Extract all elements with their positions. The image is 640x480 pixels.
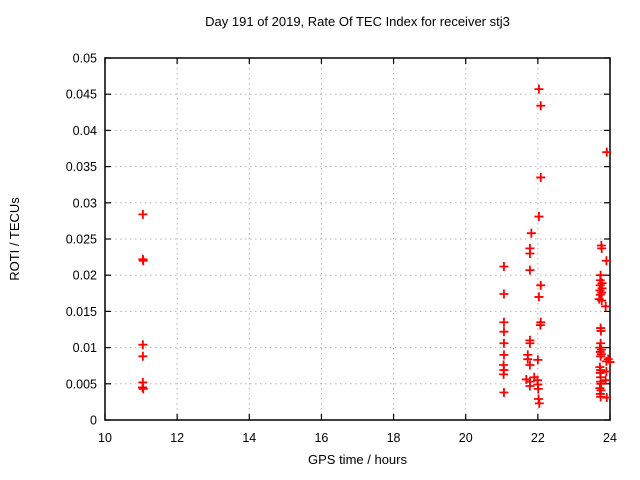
data-point-marker xyxy=(138,209,148,219)
data-point-marker xyxy=(534,292,544,302)
chart-title: Day 191 of 2019, Rate Of TEC Index for r… xyxy=(205,14,510,29)
data-point-marker xyxy=(536,172,546,182)
data-point-marker xyxy=(533,355,543,365)
x-tick-label: 10 xyxy=(98,431,112,445)
y-tick-label: 0.025 xyxy=(66,233,97,247)
data-point-marker xyxy=(499,387,509,397)
data-point-marker xyxy=(525,360,535,370)
data-point-marker xyxy=(499,327,509,337)
data-point-marker xyxy=(597,296,607,306)
x-tick-label: 14 xyxy=(242,431,256,445)
data-point-marker xyxy=(534,84,544,94)
y-tick-label: 0.05 xyxy=(73,52,97,66)
data-point-marker xyxy=(595,290,605,300)
data-point-marker xyxy=(601,301,611,311)
data-point-marker xyxy=(525,381,535,391)
data-point-marker xyxy=(499,317,509,327)
data-point-marker xyxy=(534,212,544,222)
y-tick-label: 0.045 xyxy=(66,88,97,102)
data-point-marker xyxy=(138,340,148,350)
data-point-marker xyxy=(499,350,509,360)
data-point-marker xyxy=(523,354,533,364)
data-point-marker xyxy=(533,384,543,394)
data-point-marker xyxy=(602,147,612,157)
data-point-marker xyxy=(596,326,606,336)
y-tick-label: 0.005 xyxy=(66,377,97,391)
x-tick-label: 20 xyxy=(459,431,473,445)
data-point-marker xyxy=(138,351,148,361)
data-point-marker xyxy=(536,280,546,290)
y-tick-label: 0.035 xyxy=(66,160,97,174)
data-point-marker xyxy=(601,256,611,266)
data-point-marker xyxy=(596,351,606,361)
x-tick-label: 18 xyxy=(387,431,401,445)
data-point-marker xyxy=(499,338,509,348)
y-tick-label: 0 xyxy=(90,414,97,428)
x-tick-label: 22 xyxy=(531,431,545,445)
data-point-marker xyxy=(526,228,536,238)
data-point-marker xyxy=(535,320,545,330)
data-point-marker xyxy=(138,384,148,394)
y-tick-label: 0.01 xyxy=(73,341,97,355)
data-point-marker xyxy=(499,262,509,272)
data-point-marker xyxy=(597,243,607,253)
data-point-marker xyxy=(525,265,535,275)
data-point-marker xyxy=(601,375,611,385)
y-tick-label: 0.02 xyxy=(73,269,97,283)
data-point-marker xyxy=(601,366,611,376)
x-axis-label: GPS time / hours xyxy=(308,452,407,467)
x-tick-label: 12 xyxy=(170,431,184,445)
data-point-marker xyxy=(499,289,509,299)
data-point-marker xyxy=(525,338,535,348)
data-point-marker xyxy=(602,393,612,403)
y-tick-label: 0.03 xyxy=(73,196,97,210)
data-point-marker xyxy=(534,398,544,408)
data-point-marker xyxy=(499,369,509,379)
y-tick-label: 0.015 xyxy=(66,305,97,319)
data-point-marker xyxy=(605,357,615,367)
y-tick-label: 0.04 xyxy=(73,124,97,138)
x-tick-label: 16 xyxy=(314,431,328,445)
data-point-marker xyxy=(536,101,546,111)
data-point-marker xyxy=(525,248,535,258)
x-tick-label: 24 xyxy=(603,431,617,445)
data-point-marker xyxy=(138,256,148,266)
